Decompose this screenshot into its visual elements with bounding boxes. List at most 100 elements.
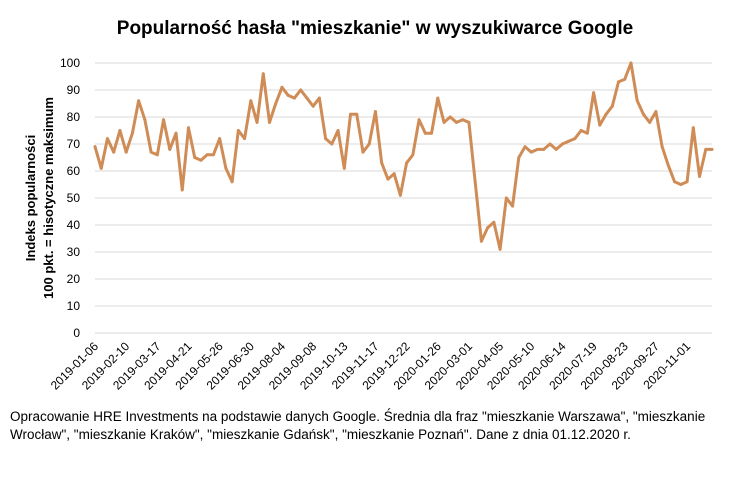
data-point xyxy=(560,142,564,146)
data-point xyxy=(604,112,608,116)
data-point xyxy=(130,131,134,135)
data-point xyxy=(236,129,240,132)
data-point xyxy=(448,115,452,119)
y-tick-label: 60 xyxy=(67,164,81,178)
data-point xyxy=(479,239,483,243)
data-point xyxy=(635,99,639,103)
data-point xyxy=(704,147,708,151)
data-point xyxy=(417,118,421,122)
data-point xyxy=(548,142,552,146)
data-point xyxy=(211,153,215,157)
data-point xyxy=(193,156,197,159)
data-point xyxy=(504,196,508,200)
y-tick-label: 80 xyxy=(67,110,81,124)
y-tick-label: 100 xyxy=(60,56,80,70)
data-point xyxy=(598,123,602,127)
data-point xyxy=(542,147,546,151)
data-point xyxy=(405,161,409,165)
source-footnote: Opracowanie HRE Investments na podstawie… xyxy=(10,409,706,442)
data-point xyxy=(268,120,272,124)
data-point xyxy=(579,129,583,132)
data-point xyxy=(143,118,147,122)
data-point xyxy=(118,129,122,132)
data-point xyxy=(623,77,627,81)
y-tick-label: 90 xyxy=(67,83,81,97)
data-point xyxy=(467,120,471,124)
data-point xyxy=(380,161,384,165)
data-point xyxy=(218,137,222,141)
data-point xyxy=(673,180,677,184)
data-point xyxy=(461,118,465,122)
data-point xyxy=(174,131,178,135)
data-point xyxy=(679,183,683,186)
data-point xyxy=(436,96,440,100)
data-point xyxy=(324,137,328,141)
y-tick-label: 70 xyxy=(67,137,81,151)
data-point xyxy=(305,96,309,100)
data-point xyxy=(685,180,689,184)
data-point xyxy=(710,147,714,151)
data-point xyxy=(654,110,658,114)
data-point xyxy=(610,104,614,108)
data-point xyxy=(423,131,427,135)
data-point xyxy=(292,96,296,100)
y-tick-label: 0 xyxy=(73,326,80,340)
gridlines xyxy=(95,62,712,334)
data-point xyxy=(137,99,141,103)
data-point xyxy=(186,126,190,130)
data-point xyxy=(280,85,284,89)
data-point xyxy=(336,129,340,132)
data-point xyxy=(585,131,589,135)
data-point xyxy=(373,110,377,114)
data-point xyxy=(249,99,253,103)
data-point xyxy=(155,153,159,157)
y-axis-label-line-2: 100 pkt. = hisotyczne maksimum xyxy=(41,97,56,299)
data-point xyxy=(286,93,290,97)
data-point xyxy=(99,166,103,170)
data-point xyxy=(168,147,172,151)
data-point xyxy=(342,166,346,170)
y-axis-label-line-1: Indeks popularności xyxy=(23,135,38,261)
data-point xyxy=(691,126,695,130)
data-point xyxy=(648,120,652,124)
series-line xyxy=(93,61,714,251)
data-point xyxy=(224,166,228,170)
data-point xyxy=(498,247,502,251)
data-point xyxy=(486,226,490,230)
data-point xyxy=(392,172,396,176)
data-point xyxy=(573,137,577,141)
data-point xyxy=(317,96,321,100)
data-point xyxy=(567,139,571,143)
data-point xyxy=(255,120,259,124)
data-point xyxy=(355,112,359,116)
data-point xyxy=(641,112,645,116)
data-point xyxy=(230,180,234,184)
data-point xyxy=(180,188,184,192)
y-tick-label: 10 xyxy=(67,299,81,313)
data-point xyxy=(617,80,621,84)
data-point xyxy=(311,104,315,108)
data-point xyxy=(442,120,446,124)
data-point xyxy=(361,150,365,154)
data-point xyxy=(629,61,633,65)
data-point xyxy=(105,137,109,141)
data-point xyxy=(492,220,496,224)
data-point xyxy=(517,156,521,159)
data-point xyxy=(149,150,153,154)
data-point xyxy=(261,72,265,76)
data-points xyxy=(93,61,714,251)
data-point xyxy=(473,180,477,184)
y-tick-label: 50 xyxy=(67,191,81,205)
data-point xyxy=(554,147,558,151)
data-point xyxy=(592,91,596,95)
y-tick-label: 20 xyxy=(67,272,81,286)
data-point xyxy=(93,145,97,149)
data-point xyxy=(398,193,402,197)
data-point xyxy=(511,204,515,208)
data-point xyxy=(330,142,334,146)
data-point xyxy=(199,158,203,162)
data-point xyxy=(666,164,670,168)
data-point xyxy=(698,174,702,178)
data-point xyxy=(660,145,664,149)
